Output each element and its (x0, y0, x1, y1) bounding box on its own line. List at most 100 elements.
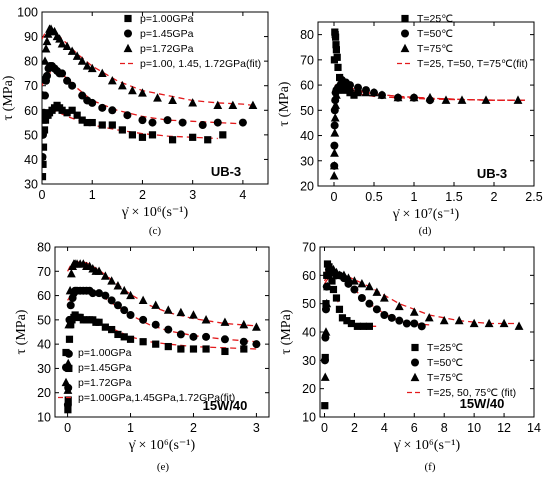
data-point-square (333, 53, 341, 61)
data-point-square (202, 345, 210, 353)
x-tick-label: 1.5 (445, 190, 462, 204)
x-tick-label: 2.5 (525, 190, 542, 204)
data-point-square (204, 136, 212, 144)
y-tick-label: 20 (302, 382, 316, 396)
panel-caption: (f) (425, 461, 436, 473)
x-tick-label: 0 (39, 188, 46, 202)
data-point-triangle (201, 315, 211, 324)
data-point-square (148, 131, 157, 139)
data-point-circle (395, 316, 404, 325)
data-point-square (108, 121, 116, 129)
x-tick-label: 1 (411, 190, 418, 204)
legend-label: T=25℃ (427, 342, 463, 354)
data-point-circle (101, 291, 110, 300)
data-point-circle (66, 301, 75, 310)
data-point-square (114, 330, 122, 339)
data-point-circle (63, 400, 72, 409)
data-point-triangle (361, 87, 371, 97)
legend-label: p=1.72GPa (140, 43, 194, 55)
data-point-circle (88, 98, 97, 107)
series-triangle (329, 80, 523, 180)
data-point-triangle (67, 46, 77, 55)
data-point-triangle (66, 268, 76, 278)
data-point-square (152, 340, 160, 348)
data-point-triangle (189, 310, 198, 319)
data-point-triangle (499, 318, 509, 328)
data-point-triangle (151, 300, 161, 309)
data-point-square (124, 14, 132, 23)
data-point-square (321, 402, 329, 410)
legend: T=25℃ T=50℃ T=75℃ T=25, T=50, T=75℃(fit) (397, 13, 528, 70)
y-tick-label: 50 (302, 297, 316, 311)
data-point-circle (88, 289, 97, 298)
fit-curve (42, 70, 243, 125)
data-point-square (332, 46, 340, 54)
data-point-triangle (379, 293, 389, 302)
data-point-circle (65, 315, 74, 324)
data-point-square (221, 347, 229, 356)
legend-label-fit: T=25, 50, 75℃ (fit) (427, 387, 516, 399)
data-point-circle (113, 301, 122, 310)
data-point-circle (344, 279, 353, 288)
data-point-triangle (43, 29, 53, 38)
data-point-square (118, 126, 126, 134)
plot-frame (317, 21, 535, 187)
data-point-triangle (117, 80, 127, 90)
y-tick-label: 60 (24, 104, 38, 118)
y-axis-label: τ (MPa) (14, 309, 29, 354)
data-point-square (332, 294, 341, 302)
data-point-square (335, 305, 344, 313)
y-axis-label: τ (MPa) (277, 81, 292, 126)
data-point-circle (178, 118, 187, 127)
data-point-circle (78, 91, 87, 100)
data-point-square (73, 111, 81, 119)
data-point-circle (139, 315, 148, 324)
data-point-square (346, 89, 354, 97)
data-point-circle (320, 356, 329, 365)
legend-label: p=1.00GPa (78, 347, 132, 359)
y-tick-label: 100 (17, 6, 38, 20)
y-tick-label: 60 (37, 289, 51, 303)
y-tick-label: 80 (37, 241, 51, 255)
data-point-square (42, 160, 47, 168)
data-point-triangle (100, 271, 110, 280)
x-tick-label: 2 (351, 421, 358, 435)
y-tick-label: 80 (24, 55, 38, 69)
data-point-triangle (332, 90, 341, 99)
data-point-triangle (107, 76, 117, 85)
y-tick-label: 70 (302, 241, 316, 255)
data-point-square (350, 91, 358, 99)
data-point-triangle (330, 128, 340, 137)
data-point-square (401, 14, 409, 23)
data-point-circle (148, 118, 157, 127)
data-point-square (343, 317, 351, 325)
y-tick-label: 40 (302, 326, 316, 340)
x-tick-label: 3 (189, 188, 196, 202)
data-point-triangle (213, 100, 223, 109)
x-tick-label: 2 (190, 421, 197, 435)
data-point-square (42, 126, 49, 134)
data-point-circle (95, 289, 104, 298)
data-point-circle (98, 103, 107, 112)
data-point-triangle (457, 95, 467, 104)
data-point-triangle (410, 372, 420, 382)
data-point-triangle (188, 98, 198, 107)
data-point-square (98, 121, 106, 129)
x-tick-label: 10 (467, 421, 481, 435)
x-tick-label: 8 (441, 421, 448, 435)
data-point-circle (387, 313, 396, 322)
data-point-square (332, 33, 340, 41)
data-point-circle (401, 29, 409, 38)
data-point-circle (357, 294, 366, 302)
y-tick-label: 50 (37, 313, 51, 327)
data-point-triangle (228, 100, 238, 109)
data-point-square (108, 325, 116, 334)
legend: T=25℃ T=50℃ T=75℃ T=25, 50, 75℃ (fit) (407, 342, 516, 399)
legend-label: T=75℃ (417, 43, 453, 55)
data-point-square (342, 86, 350, 94)
data-point-circle (321, 333, 330, 342)
data-point-square (138, 133, 147, 141)
data-point-triangle (322, 298, 332, 308)
lubricant-tag: UB-3 (211, 164, 241, 179)
x-axis-label: γ̇ × 10⁶(s⁻¹) (121, 205, 189, 220)
